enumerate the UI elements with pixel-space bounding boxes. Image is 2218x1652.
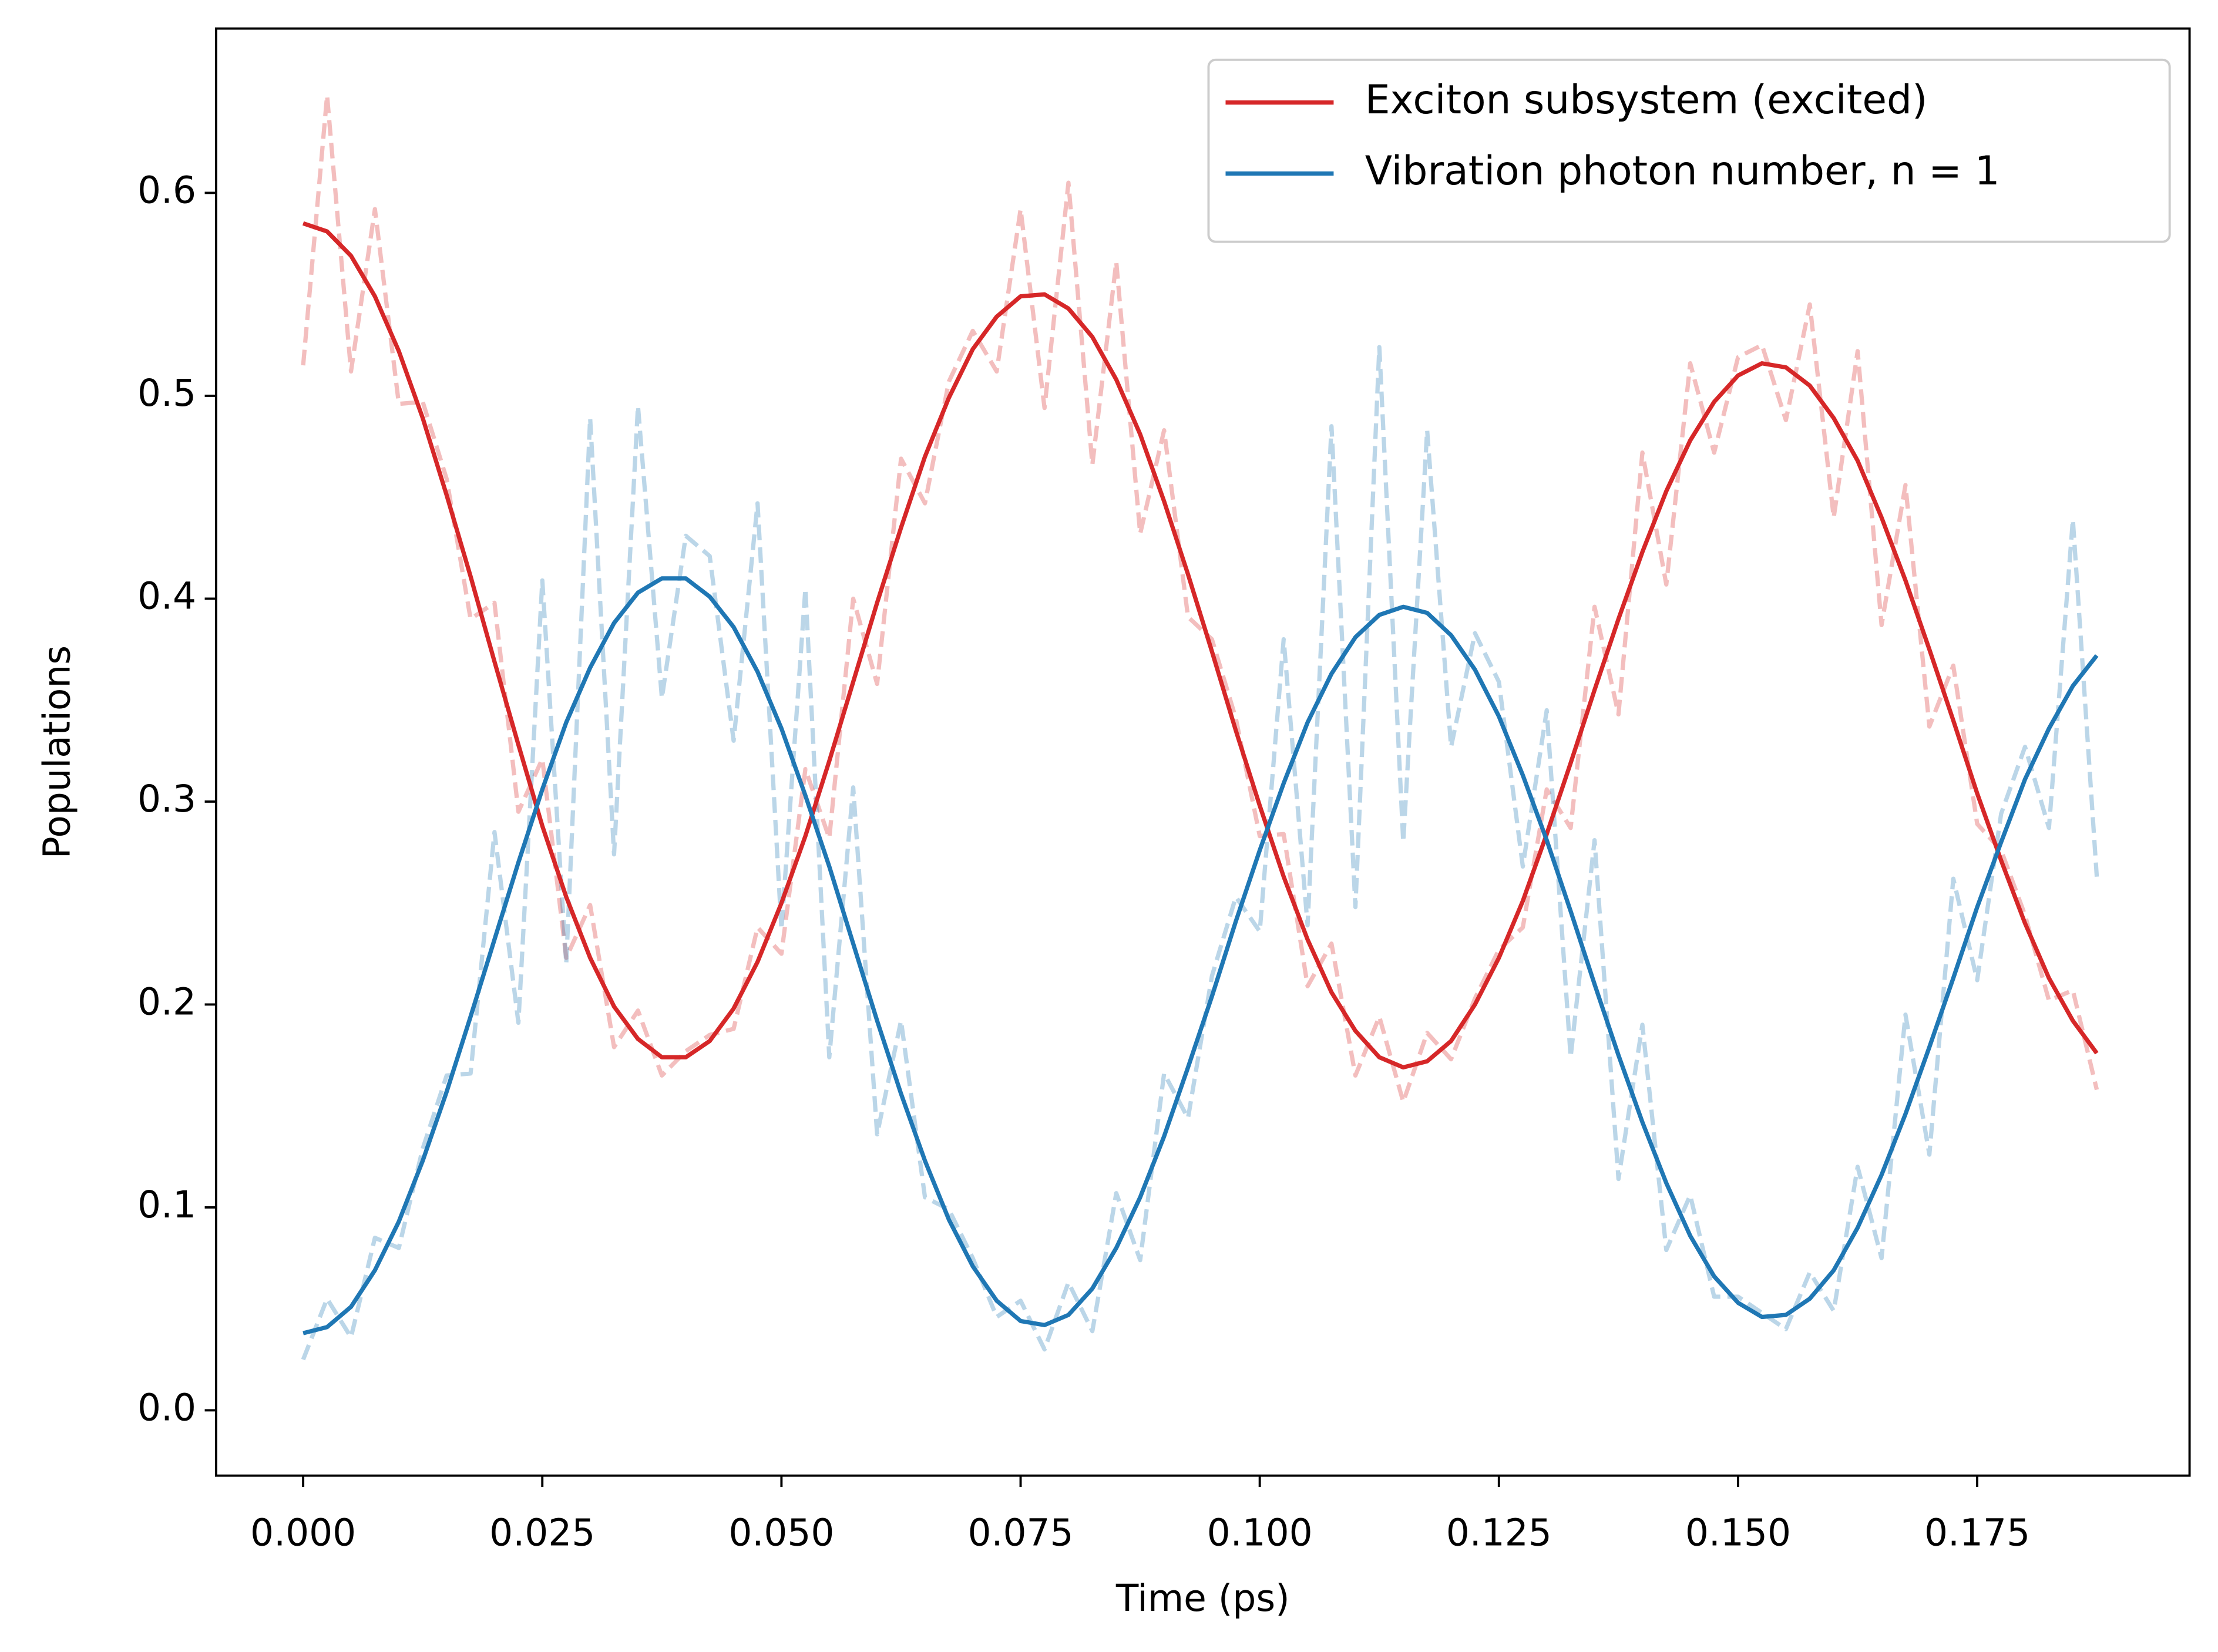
y-tick-label: 0.4 bbox=[137, 575, 196, 618]
axes-frame bbox=[214, 27, 2191, 1477]
series-line bbox=[302, 221, 2099, 1070]
y-tick-label: 0.1 bbox=[137, 1183, 196, 1226]
legend-label: Exciton subsystem (excited) bbox=[1365, 76, 1928, 123]
series-line bbox=[301, 345, 2099, 1361]
x-axis-label: Time (ps) bbox=[1115, 1577, 1290, 1620]
legend-box bbox=[1207, 58, 2171, 243]
x-tick-label: 0.175 bbox=[1924, 1511, 2030, 1554]
x-tick-label: 0.150 bbox=[1685, 1511, 1791, 1554]
y-axis-label: Populations bbox=[36, 645, 79, 859]
series-line bbox=[301, 93, 2099, 1104]
x-tick-label: 0.100 bbox=[1207, 1511, 1313, 1554]
y-tick-label: 0.0 bbox=[137, 1387, 196, 1429]
x-tick-label: 0.000 bbox=[250, 1511, 356, 1554]
x-tick-label: 0.050 bbox=[728, 1511, 834, 1554]
x-tick-label: 0.125 bbox=[1446, 1511, 1552, 1554]
legend-label: Vibration photon number, n = 1 bbox=[1365, 147, 2000, 194]
y-tick-label: 0.3 bbox=[137, 778, 196, 820]
x-tick-label: 0.075 bbox=[967, 1511, 1073, 1554]
y-tick-label: 0.2 bbox=[137, 981, 196, 1024]
x-tick-label: 0.025 bbox=[489, 1511, 595, 1554]
y-tick-label: 0.5 bbox=[137, 372, 196, 415]
y-tick-label: 0.6 bbox=[137, 169, 196, 212]
series-line bbox=[303, 576, 2099, 1335]
